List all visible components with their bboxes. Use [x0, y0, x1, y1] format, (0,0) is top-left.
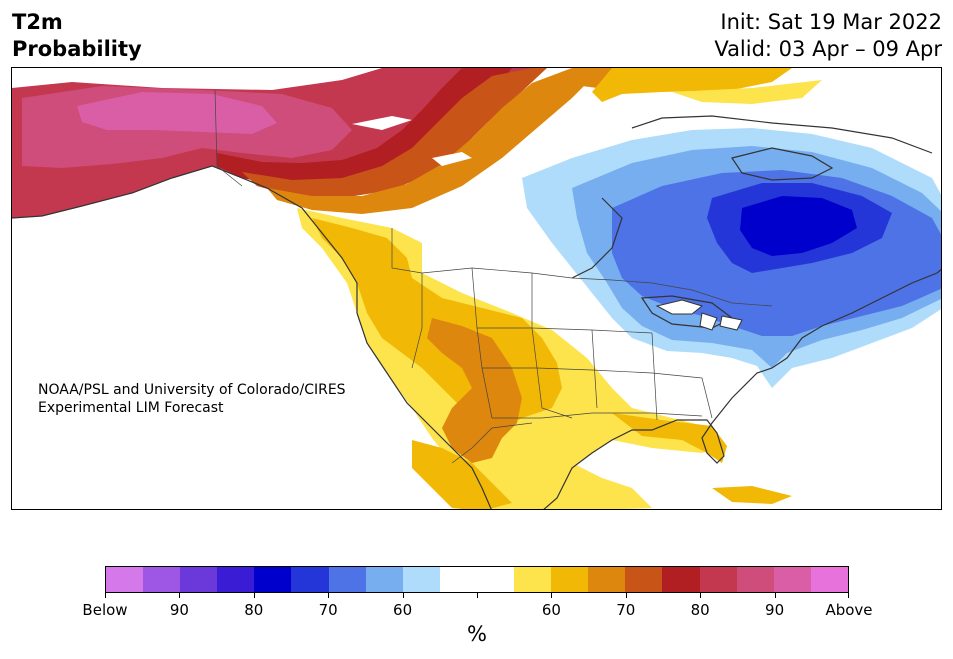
colorbar-tick-label: 90 — [765, 601, 785, 619]
arctic-islands-gold — [592, 68, 792, 102]
colorbar-unit-label: % — [467, 622, 487, 646]
colorbar-cell — [773, 567, 811, 592]
title-line-variable: T2m — [12, 10, 63, 34]
canada-region-darkred — [217, 68, 512, 186]
colorbar-tick — [253, 593, 255, 598]
colorbar-cell — [328, 567, 366, 592]
plot-title: T2m Probability — [12, 9, 142, 63]
colorbar-cell — [810, 567, 848, 592]
map-canvas — [12, 68, 941, 509]
colorbar-tick-label: 60 — [541, 601, 561, 619]
canada-region-rust — [242, 68, 547, 198]
credit-line-institution: NOAA/PSL and University of Colorado/CIRE… — [38, 382, 346, 398]
alaska-region-pink — [77, 92, 277, 134]
colorbar-cell — [217, 567, 255, 592]
colorbar-cell — [662, 567, 700, 592]
florida-region-gold — [612, 413, 727, 463]
colorbar-tick — [402, 593, 404, 598]
colorbar-tick-label: 70 — [318, 601, 338, 619]
colorbar-cell — [514, 567, 552, 592]
colorbar-tick — [551, 593, 553, 598]
colorbar-cell — [699, 567, 737, 592]
mexico-region-yellow — [522, 448, 652, 509]
colorbar-cell — [625, 567, 663, 592]
mexico-region-gold — [412, 440, 512, 509]
southwest-region-orange — [427, 318, 522, 463]
colorbar-cell — [106, 567, 144, 592]
colorbar-cell — [254, 567, 292, 592]
init-date: Init: Sat 19 Mar 2022 — [720, 10, 942, 34]
credit-line-forecast: Experimental LIM Forecast — [38, 400, 224, 416]
colorbar-ticks — [105, 593, 849, 601]
colorbar-cell — [291, 567, 329, 592]
colorbar-tick — [700, 593, 702, 598]
colorbar-tick — [179, 593, 181, 598]
colorbar-tick-label: Below — [82, 601, 128, 619]
data-credit: NOAA/PSL and University of Colorado/CIRE… — [38, 381, 346, 417]
colorbar-tick — [477, 593, 478, 598]
canada-region-orange — [267, 68, 602, 214]
colorbar-tick-label: 60 — [393, 601, 413, 619]
colorbar-cell — [476, 567, 515, 592]
colorbar-cell — [439, 567, 477, 592]
colorbar-cell — [180, 567, 218, 592]
colorbar-cell — [143, 567, 181, 592]
colorbar-cell — [736, 567, 774, 592]
coastlines — [12, 115, 941, 509]
caribbean-region-gold — [712, 486, 792, 504]
colorbar-tick — [774, 593, 776, 598]
colorbar-tick-label: 80 — [244, 601, 264, 619]
colorbar-tick — [105, 593, 106, 598]
snow-ice-patches — [352, 116, 472, 166]
colorbar-tick — [328, 593, 330, 598]
colorbar-cell — [588, 567, 626, 592]
colorbar-tick-label: 90 — [169, 601, 189, 619]
arctic-islands-yellow — [672, 80, 822, 104]
colorbar-tick — [848, 593, 849, 598]
colorbar-tick-label: Above — [825, 601, 873, 619]
colorbar-tick — [625, 593, 627, 598]
valid-date-range: Valid: 03 Apr – 09 Apr — [714, 37, 942, 61]
colorbar-cell — [551, 567, 589, 592]
probability-colorbar — [105, 566, 849, 593]
great-lakes — [655, 299, 743, 331]
forecast-dates: Init: Sat 19 Mar 2022 Valid: 03 Apr – 09… — [714, 9, 942, 63]
colorbar-cell — [365, 567, 403, 592]
colorbar-tick-label: 70 — [616, 601, 636, 619]
title-line-type: Probability — [12, 37, 142, 61]
colorbar-tick-label: 80 — [690, 601, 710, 619]
colorbar-cell — [402, 567, 440, 592]
political-borders — [214, 89, 773, 464]
forecast-map — [11, 67, 942, 510]
quebec-region-navy — [740, 196, 857, 256]
